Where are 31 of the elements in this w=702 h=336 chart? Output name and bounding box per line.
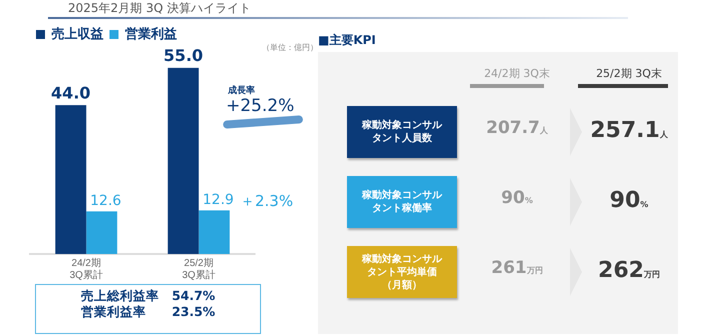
- category-label: 稼動対象コンサルタント平均単価（月額）: [360, 252, 444, 292]
- annotation: ＋2.3%: [240, 192, 294, 211]
- data-label: 12.9: [202, 192, 234, 208]
- text: 25/2期 3Q末: [595, 66, 663, 81]
- category-label: 稼動対象コンサルタント稼働率: [360, 189, 444, 215]
- data-label: 44.0: [51, 83, 91, 102]
- legend-label: 営業利益: [125, 26, 177, 42]
- data-label: 90%: [501, 188, 533, 208]
- x-tick-label: 24/2期 3Q累計: [70, 256, 103, 281]
- text: （単位：億円）: [262, 42, 318, 53]
- series-label: 24/2期 3Q末: [483, 66, 551, 81]
- bar: [168, 68, 199, 254]
- bar: [55, 105, 86, 254]
- annotation: 成長率: [228, 84, 255, 97]
- text: 売上総利益率 54.7%: [80, 288, 216, 304]
- data-label: 90%: [610, 188, 648, 213]
- x-tick-label: 25/2期 3Q累計: [182, 256, 216, 281]
- chart-title: 2025年2月期 3Q 決算ハイライト: [68, 0, 251, 17]
- legend-label: 売上収益: [52, 26, 104, 42]
- text: 営業利益率 23.5%: [80, 304, 216, 320]
- data-label: 261万円: [491, 258, 543, 278]
- data-label: 207.7人: [486, 118, 548, 138]
- data-label: 55.0: [164, 46, 204, 66]
- text: ■主要KPI: [318, 32, 376, 49]
- bar: [86, 211, 118, 254]
- data-label: 262万円: [598, 258, 660, 283]
- data-label: 12.6: [90, 193, 122, 210]
- bar: [198, 210, 230, 254]
- data-label: 257.1人: [590, 118, 668, 143]
- category-label: 稼動対象コンサルタント人員数: [360, 119, 444, 145]
- annotation: +25.2%: [226, 96, 294, 116]
